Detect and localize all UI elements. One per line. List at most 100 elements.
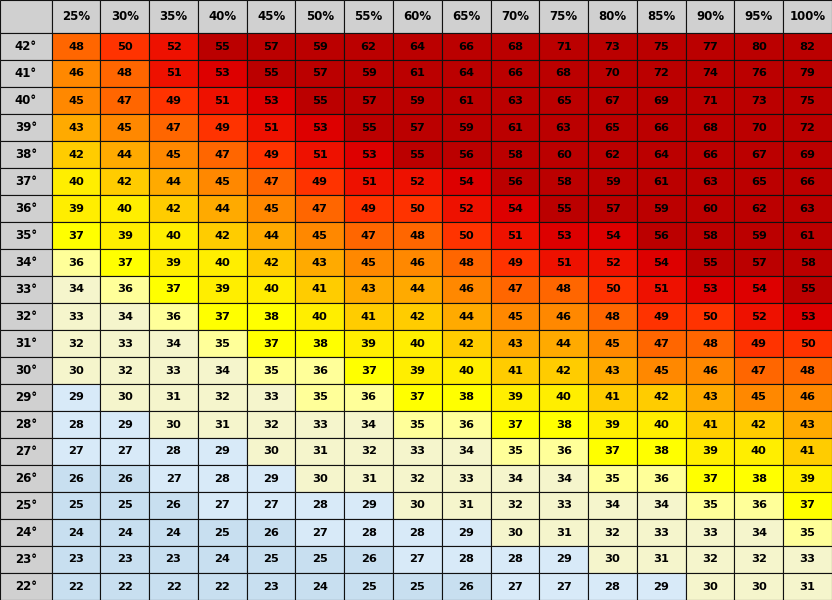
- Bar: [442, 33, 491, 60]
- Bar: [149, 411, 198, 438]
- Text: 22°: 22°: [15, 580, 37, 593]
- Bar: [783, 33, 832, 60]
- Text: 53: 53: [800, 311, 815, 322]
- Bar: [686, 384, 735, 411]
- Text: 28°: 28°: [15, 418, 37, 431]
- Bar: [783, 492, 832, 519]
- Text: 66: 66: [653, 122, 669, 133]
- Bar: [101, 330, 149, 357]
- Bar: [101, 573, 149, 600]
- Text: 61: 61: [409, 68, 425, 79]
- Text: 75%: 75%: [550, 10, 577, 23]
- Text: 36: 36: [458, 419, 474, 430]
- Text: 53: 53: [263, 95, 279, 106]
- Text: 52: 52: [409, 176, 425, 187]
- Text: 23: 23: [68, 554, 84, 565]
- Text: 39: 39: [166, 257, 181, 268]
- Text: 100%: 100%: [790, 10, 825, 23]
- Text: 33: 33: [116, 338, 133, 349]
- Text: 61: 61: [653, 176, 669, 187]
- Bar: [198, 330, 246, 357]
- Bar: [295, 33, 344, 60]
- Text: 39°: 39°: [15, 121, 37, 134]
- Text: 37: 37: [409, 392, 425, 403]
- Bar: [637, 249, 686, 276]
- Text: 68: 68: [507, 41, 523, 52]
- Bar: [149, 573, 198, 600]
- Bar: [539, 519, 588, 546]
- Text: 66: 66: [702, 149, 718, 160]
- Bar: [198, 357, 246, 384]
- Text: 28: 28: [312, 500, 328, 511]
- Bar: [539, 465, 588, 492]
- Text: 25: 25: [263, 554, 279, 565]
- Text: 34: 34: [166, 338, 181, 349]
- Text: 40%: 40%: [208, 10, 236, 23]
- Bar: [295, 357, 344, 384]
- Bar: [686, 0, 735, 33]
- Text: 49: 49: [750, 338, 767, 349]
- Bar: [588, 411, 637, 438]
- Bar: [393, 519, 442, 546]
- Bar: [149, 438, 198, 465]
- Bar: [735, 384, 783, 411]
- Bar: [588, 60, 637, 87]
- Bar: [783, 573, 832, 600]
- Text: 34: 34: [116, 311, 133, 322]
- Bar: [783, 465, 832, 492]
- Bar: [0, 357, 52, 384]
- Text: 66: 66: [458, 41, 474, 52]
- Bar: [101, 249, 149, 276]
- Text: 56: 56: [653, 230, 669, 241]
- Text: 49: 49: [166, 95, 181, 106]
- Bar: [539, 87, 588, 114]
- Text: 44: 44: [263, 230, 279, 241]
- Bar: [442, 357, 491, 384]
- Bar: [491, 384, 539, 411]
- Text: 39: 39: [360, 338, 377, 349]
- Text: 31: 31: [215, 419, 230, 430]
- Text: 64: 64: [458, 68, 474, 79]
- Bar: [637, 276, 686, 303]
- Bar: [491, 411, 539, 438]
- Text: 40: 40: [312, 311, 328, 322]
- Bar: [491, 141, 539, 168]
- Text: 30: 30: [312, 473, 328, 484]
- Bar: [393, 492, 442, 519]
- Text: 40: 40: [116, 203, 132, 214]
- Bar: [198, 87, 246, 114]
- Bar: [783, 114, 832, 141]
- Text: 33: 33: [68, 311, 84, 322]
- Bar: [588, 87, 637, 114]
- Text: 70: 70: [605, 68, 621, 79]
- Bar: [295, 222, 344, 249]
- Bar: [0, 60, 52, 87]
- Bar: [52, 33, 101, 60]
- Text: 36: 36: [653, 473, 669, 484]
- Text: 24: 24: [166, 527, 181, 538]
- Bar: [295, 249, 344, 276]
- Bar: [735, 114, 783, 141]
- Bar: [101, 492, 149, 519]
- Text: 29: 29: [556, 554, 572, 565]
- Text: 55: 55: [312, 95, 328, 106]
- Text: 55: 55: [263, 68, 279, 79]
- Text: 52: 52: [458, 203, 474, 214]
- Bar: [491, 114, 539, 141]
- Text: 40°: 40°: [15, 94, 37, 107]
- Bar: [149, 60, 198, 87]
- Bar: [295, 87, 344, 114]
- Bar: [442, 0, 491, 33]
- Text: 50: 50: [409, 203, 425, 214]
- Text: 26: 26: [68, 473, 84, 484]
- Text: 80: 80: [751, 41, 767, 52]
- Bar: [344, 411, 393, 438]
- Bar: [246, 465, 295, 492]
- Bar: [0, 222, 52, 249]
- Text: 31: 31: [166, 392, 181, 403]
- Text: 62: 62: [361, 41, 377, 52]
- Text: 38: 38: [458, 392, 474, 403]
- Bar: [588, 438, 637, 465]
- Bar: [344, 492, 393, 519]
- Bar: [491, 438, 539, 465]
